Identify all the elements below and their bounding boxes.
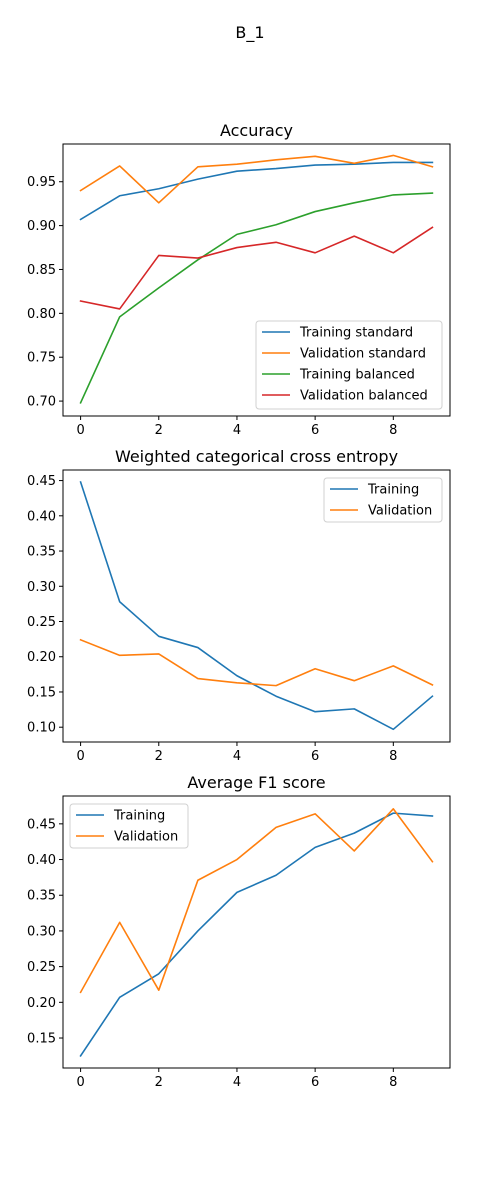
y-tick-label: 0.35 bbox=[27, 889, 56, 904]
y-tick-label: 0.85 bbox=[27, 263, 56, 278]
x-tick-label: 0 bbox=[76, 423, 84, 438]
legend-label-validation-standard: Validation standard bbox=[300, 347, 426, 362]
y-tick-label: 0.20 bbox=[27, 996, 56, 1011]
chart-title: Average F1 score bbox=[187, 773, 325, 792]
y-tick-label: 0.25 bbox=[27, 960, 56, 975]
x-tick-label: 2 bbox=[155, 423, 163, 438]
chart-panel-accuracy: Accuracy 0 2 4 6 8 0.70 0.75 0.80 0.85 0.90 0.95 Tra… bbox=[27, 121, 451, 438]
y-tick-label: 0.75 bbox=[27, 351, 56, 366]
x-tick-label: 6 bbox=[311, 749, 319, 764]
y-tick-label: 0.45 bbox=[27, 474, 56, 489]
y-tick-label: 0.70 bbox=[27, 395, 56, 410]
x-tick-label: 2 bbox=[155, 1075, 163, 1090]
series-line-validation bbox=[79, 808, 434, 994]
x-tick-label: 2 bbox=[155, 749, 163, 764]
chart-panel-weighted-categorical-cross-entropy: Weighted categorical cross entropy 0 2 4 6 8 0… bbox=[27, 447, 451, 764]
x-tick-label: 4 bbox=[233, 1075, 241, 1090]
legend: Training Validation bbox=[323, 477, 443, 523]
y-tick-label: 0.10 bbox=[27, 721, 56, 736]
x-tick-label: 8 bbox=[389, 749, 397, 764]
x-tick-label: 8 bbox=[389, 423, 397, 438]
x-tick-label: 6 bbox=[311, 1075, 319, 1090]
x-tick-label: 8 bbox=[389, 1075, 397, 1090]
x-tick-label: 0 bbox=[76, 749, 84, 764]
legend-box bbox=[255, 320, 443, 410]
legend-label-validation-balanced: Validation balanced bbox=[300, 389, 428, 404]
x-tick-label: 0 bbox=[76, 1075, 84, 1090]
legend-label-training: Training bbox=[367, 483, 419, 498]
y-tick-label: 0.45 bbox=[27, 817, 56, 832]
series-line-training bbox=[79, 480, 434, 731]
series-line-validation-balanced bbox=[79, 226, 434, 310]
y-tick-label: 0.90 bbox=[27, 219, 56, 234]
y-tick-label: 0.95 bbox=[27, 175, 56, 190]
legend-label-validation: Validation bbox=[114, 830, 178, 845]
chart-title: Weighted categorical cross entropy bbox=[115, 447, 398, 466]
chart-panel-average-f1-score: Average F1 score 0 2 4 6 8 0.15 0.20 0.25 0.30 0.3… bbox=[27, 773, 451, 1090]
chart-title: Accuracy bbox=[220, 121, 293, 140]
legend-label-training-balanced: Training balanced bbox=[299, 368, 415, 383]
y-tick-label: 0.40 bbox=[27, 509, 56, 524]
plot-area-frame bbox=[62, 469, 451, 743]
series-line-training bbox=[79, 812, 434, 1057]
series-line-training-standard bbox=[79, 161, 434, 221]
legend: Training standard Validation standard Trai… bbox=[255, 320, 443, 410]
y-tick-label: 0.35 bbox=[27, 545, 56, 560]
x-tick-label: 4 bbox=[233, 749, 241, 764]
plot-area-frame bbox=[62, 143, 451, 417]
series-line-validation-standard bbox=[79, 154, 434, 204]
figure-title: B_1 bbox=[235, 23, 264, 43]
legend-label-validation: Validation bbox=[368, 504, 432, 519]
series-line-validation bbox=[79, 638, 434, 687]
x-tick-label: 4 bbox=[233, 423, 241, 438]
plot-area-frame bbox=[62, 795, 451, 1069]
y-tick-label: 0.30 bbox=[27, 580, 56, 595]
legend-label-training: Training bbox=[113, 809, 165, 824]
series-line-training-balanced bbox=[79, 192, 434, 404]
y-tick-label: 0.15 bbox=[27, 685, 56, 700]
y-tick-label: 0.15 bbox=[27, 1032, 56, 1047]
y-tick-label: 0.25 bbox=[27, 615, 56, 630]
legend: Training Validation bbox=[69, 803, 189, 849]
y-tick-label: 0.20 bbox=[27, 650, 56, 665]
y-tick-label: 0.30 bbox=[27, 924, 56, 939]
x-tick-label: 6 bbox=[311, 423, 319, 438]
y-tick-label: 0.40 bbox=[27, 853, 56, 868]
y-tick-label: 0.80 bbox=[27, 307, 56, 322]
legend-label-training-standard: Training standard bbox=[299, 326, 413, 341]
